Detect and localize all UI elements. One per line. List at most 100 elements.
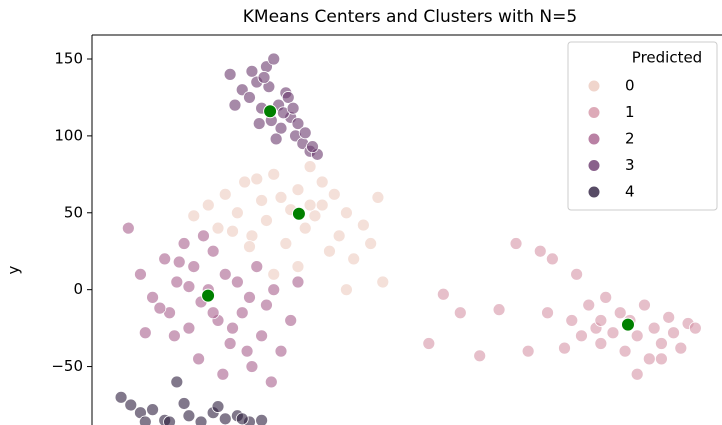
point (306, 140, 319, 154)
point (340, 206, 353, 220)
legend-label: 0 (625, 77, 635, 95)
point (570, 267, 584, 281)
point (158, 252, 172, 266)
legend-box (567, 41, 718, 211)
point (172, 255, 186, 269)
center-point (201, 288, 216, 303)
point (245, 64, 259, 78)
point (260, 298, 273, 312)
legend-label: 1 (625, 103, 635, 121)
point (121, 221, 135, 235)
point (218, 187, 232, 201)
point (252, 117, 266, 130)
point (138, 415, 152, 425)
point (594, 337, 608, 350)
point (327, 187, 341, 201)
point (638, 298, 651, 312)
point (255, 413, 269, 425)
point (250, 260, 264, 274)
point (274, 121, 288, 135)
point (340, 283, 353, 297)
point (509, 237, 523, 250)
point (257, 71, 271, 84)
point (218, 412, 232, 425)
point (473, 349, 487, 363)
legend-marker (587, 159, 601, 172)
point (279, 237, 293, 250)
point (216, 367, 230, 381)
point (274, 344, 288, 358)
point (332, 229, 346, 243)
point (226, 321, 239, 335)
point (238, 175, 252, 189)
center-point (620, 317, 635, 332)
point (146, 290, 159, 304)
point (655, 352, 668, 366)
y-tick-label: 100 (54, 126, 83, 144)
point (630, 329, 644, 343)
legend-marker (587, 185, 601, 199)
legend-marker (587, 79, 601, 93)
point (250, 172, 264, 186)
legend-label: 4 (625, 183, 635, 201)
point (688, 321, 702, 335)
y-tick-label: 0 (73, 280, 83, 298)
point (274, 190, 288, 204)
point (167, 329, 181, 343)
plot-area (114, 52, 702, 425)
point (245, 360, 259, 373)
point (630, 367, 644, 381)
point (347, 252, 361, 266)
point (267, 52, 281, 66)
point (267, 167, 281, 181)
point (230, 206, 244, 220)
point (264, 375, 278, 389)
point (582, 298, 596, 312)
point (228, 98, 242, 112)
point (134, 267, 147, 281)
point (298, 221, 312, 235)
point (298, 126, 312, 140)
point (364, 237, 378, 250)
point (647, 321, 661, 335)
point (533, 244, 547, 258)
chart-title: KMeans Centers and Clusters with N=5 (243, 7, 577, 27)
point (303, 160, 317, 174)
point (308, 209, 322, 223)
point (255, 329, 269, 343)
point (138, 326, 152, 340)
point (606, 326, 620, 340)
point (291, 275, 305, 289)
point (575, 329, 588, 343)
point (170, 275, 184, 289)
point (541, 306, 554, 320)
point (182, 409, 196, 423)
point (153, 301, 167, 315)
point (599, 290, 613, 304)
y-tick-label: −50 (51, 357, 83, 375)
point (281, 91, 295, 104)
point (192, 352, 206, 366)
point (436, 287, 450, 301)
point (170, 375, 184, 389)
point (177, 237, 191, 250)
point (618, 344, 632, 358)
point (206, 306, 220, 320)
point (492, 303, 506, 317)
point (235, 306, 249, 320)
point (243, 290, 256, 304)
legend-title: Predicted (632, 49, 702, 67)
point (315, 175, 329, 189)
point (565, 314, 579, 327)
point (197, 229, 210, 243)
point (267, 283, 281, 297)
point (245, 229, 259, 243)
y-tick-label: 50 (64, 203, 83, 221)
point (114, 390, 128, 404)
point (291, 117, 305, 130)
point (674, 341, 688, 355)
point (163, 415, 176, 425)
point (218, 267, 232, 281)
point (240, 344, 254, 358)
